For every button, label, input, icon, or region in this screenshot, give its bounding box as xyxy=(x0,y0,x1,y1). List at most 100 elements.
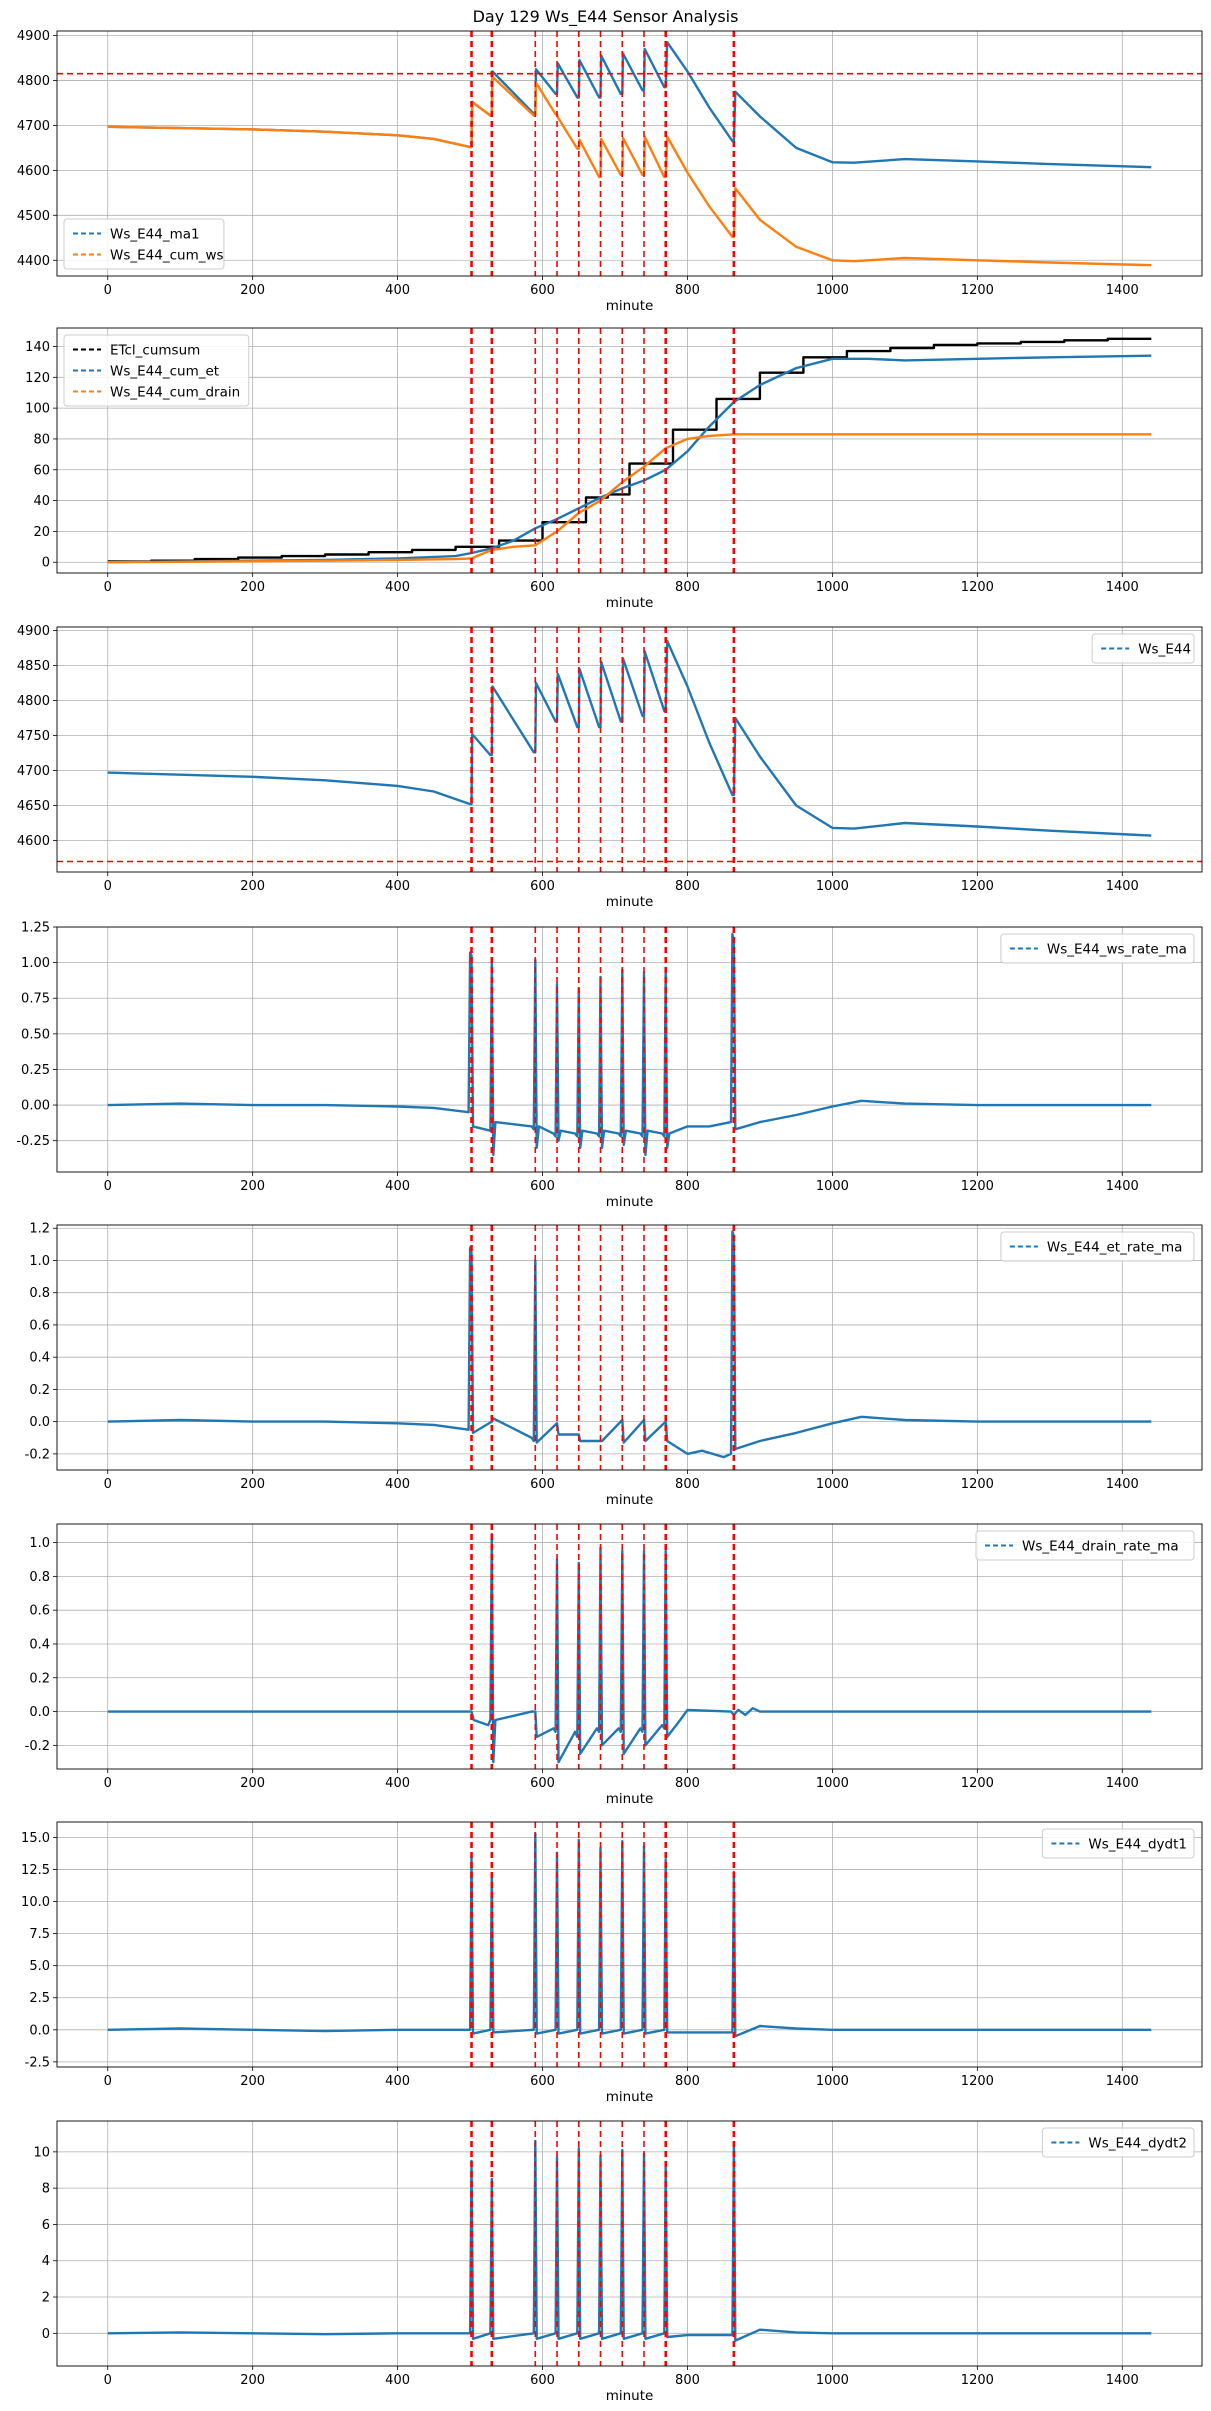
x-tick-label: 1200 xyxy=(961,879,994,894)
y-tick-label: 2.5 xyxy=(29,1991,50,2006)
y-tick-label: 0.4 xyxy=(29,1637,50,1652)
x-axis-label: minute xyxy=(606,1492,654,1508)
y-tick-label: 1.00 xyxy=(21,956,50,971)
y-tick-label: 4900 xyxy=(17,29,50,44)
series-line-Ws_E44_et_rate_ma xyxy=(107,1230,1152,1459)
y-tick-label: -0.25 xyxy=(16,1134,50,1149)
x-tick-label: 1200 xyxy=(961,580,994,595)
y-tick-label: 80 xyxy=(33,432,50,447)
legend-box xyxy=(1041,2127,1195,2158)
y-tick-label: 120 xyxy=(25,371,50,386)
x-tick-label: 0 xyxy=(104,283,112,298)
x-tick-label: 1000 xyxy=(816,1477,849,1492)
legend: Ws_E44_et_rate_ma xyxy=(1000,1231,1195,1262)
x-tick-label: 600 xyxy=(530,2074,555,2089)
y-tick-label: 0.75 xyxy=(21,992,50,1007)
x-tick-label: 0 xyxy=(104,1179,112,1194)
axes-frame xyxy=(56,327,1203,574)
x-tick-label: 200 xyxy=(240,283,265,298)
x-tick-label: 0 xyxy=(104,1477,112,1492)
y-tick-label: 20 xyxy=(33,525,50,540)
x-tick-label: 0 xyxy=(104,879,112,894)
x-tick-label: 400 xyxy=(385,283,410,298)
legend-entry: Ws_E44_ws_rate_ma xyxy=(1047,942,1187,958)
legend-box xyxy=(1000,1231,1195,1262)
x-axis-label: minute xyxy=(606,2089,654,2105)
x-tick-label: 1400 xyxy=(1106,1179,1139,1194)
x-tick-label: 1200 xyxy=(961,1477,994,1492)
x-tick-label: 200 xyxy=(240,1776,265,1791)
y-tick-label: 4900 xyxy=(17,624,50,639)
y-tick-label: 4700 xyxy=(17,764,50,779)
y-tick-label: 4700 xyxy=(17,119,50,134)
legend-box xyxy=(63,218,225,270)
x-tick-label: 200 xyxy=(240,2373,265,2388)
x-axis-label: minute xyxy=(606,1194,654,1210)
chart-panel-6: 0 200 400 600 800 1000 1200 1400 -0.2 0.0 0.2 0.4 0.… xyxy=(25,1523,1203,1807)
x-tick-label: 1000 xyxy=(816,283,849,298)
x-tick-label: 1000 xyxy=(816,580,849,595)
legend-box xyxy=(975,1530,1195,1561)
axes-frame xyxy=(56,926,1203,1173)
x-tick-label: 0 xyxy=(104,2373,112,2388)
y-tick-label: 1.25 xyxy=(21,921,50,936)
figure-title: Day 129 Ws_E44 Sensor Analysis xyxy=(473,7,739,27)
x-tick-label: 400 xyxy=(385,1776,410,1791)
x-tick-label: 800 xyxy=(675,1179,700,1194)
x-tick-label: 1000 xyxy=(816,2373,849,2388)
axes-frame xyxy=(56,30,1203,277)
legend: Ws_E44_ws_rate_ma xyxy=(1000,933,1195,964)
legend: Ws_E44_drain_rate_ma xyxy=(975,1530,1195,1561)
y-tick-label: 0.6 xyxy=(29,1604,50,1619)
x-tick-label: 1400 xyxy=(1106,2074,1139,2089)
y-tick-label: 1.0 xyxy=(29,1536,50,1551)
y-tick-label: 0.0 xyxy=(29,1415,50,1430)
y-tick-label: 40 xyxy=(33,494,50,509)
x-tick-label: 1200 xyxy=(961,283,994,298)
y-tick-label: 4400 xyxy=(17,254,50,269)
y-tick-label: 100 xyxy=(25,402,50,417)
y-tick-label: 7.5 xyxy=(29,1927,50,1942)
x-axis-label: minute xyxy=(606,595,654,611)
x-tick-label: 400 xyxy=(385,1477,410,1492)
x-tick-label: 800 xyxy=(675,283,700,298)
x-tick-label: 1400 xyxy=(1106,283,1139,298)
legend-entry: Ws_E44_drain_rate_ma xyxy=(1022,1539,1179,1555)
x-tick-label: 200 xyxy=(240,879,265,894)
x-tick-label: 400 xyxy=(385,580,410,595)
y-tick-label: 1.2 xyxy=(29,1222,50,1237)
y-tick-label: 0.00 xyxy=(21,1099,50,1114)
chart-panel-2: 0 200 400 600 800 1000 1200 1400 0 20 40 60 80 100 120… xyxy=(25,327,1203,611)
legend: Ws_E44_dydt2 xyxy=(1041,2127,1195,2158)
x-axis-label: minute xyxy=(606,298,654,314)
x-tick-label: 1000 xyxy=(816,1179,849,1194)
x-tick-label: 200 xyxy=(240,1477,265,1492)
legend: Ws_E44_ma1 Ws_E44_cum_ws xyxy=(63,218,225,270)
legend: ETcl_cumsum Ws_E44_cum_et Ws_E44_cum_drain xyxy=(63,334,250,407)
y-tick-label: -0.2 xyxy=(25,1447,50,1462)
x-tick-label: 0 xyxy=(104,580,112,595)
x-tick-label: 800 xyxy=(675,1477,700,1492)
x-tick-label: 1200 xyxy=(961,1776,994,1791)
y-tick-label: 0.8 xyxy=(29,1570,50,1585)
y-tick-label: -0.2 xyxy=(25,1739,50,1754)
series-line-Ws_E44_drain_rate_ma xyxy=(107,1532,1152,1764)
x-tick-label: 1200 xyxy=(961,1179,994,1194)
y-tick-label: 2 xyxy=(42,2291,50,2306)
x-tick-label: 400 xyxy=(385,2074,410,2089)
axes-frame xyxy=(56,1821,1203,2068)
legend-entry: Ws_E44_cum_ws xyxy=(110,248,224,264)
series-line-ETcl_cumsum xyxy=(107,337,1152,563)
legend-entry: Ws_E44_et_rate_ma xyxy=(1047,1240,1183,1256)
x-tick-label: 1000 xyxy=(816,2074,849,2089)
y-tick-label: 140 xyxy=(25,340,50,355)
y-tick-label: 0.2 xyxy=(29,1671,50,1686)
y-tick-label: 8 xyxy=(42,2182,50,2197)
x-tick-label: 800 xyxy=(675,879,700,894)
y-tick-label: 0.8 xyxy=(29,1286,50,1301)
y-tick-label: 4750 xyxy=(17,729,50,744)
y-tick-label: 10.0 xyxy=(21,1895,50,1910)
legend-entry: Ws_E44_dydt1 xyxy=(1088,1837,1187,1853)
x-tick-label: 1400 xyxy=(1106,1776,1139,1791)
